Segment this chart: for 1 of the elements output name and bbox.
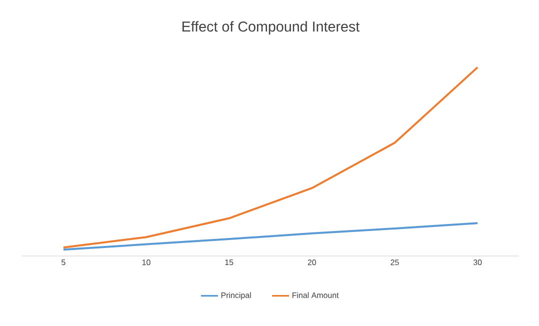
chart-title: Effect of Compound Interest <box>182 21 360 35</box>
